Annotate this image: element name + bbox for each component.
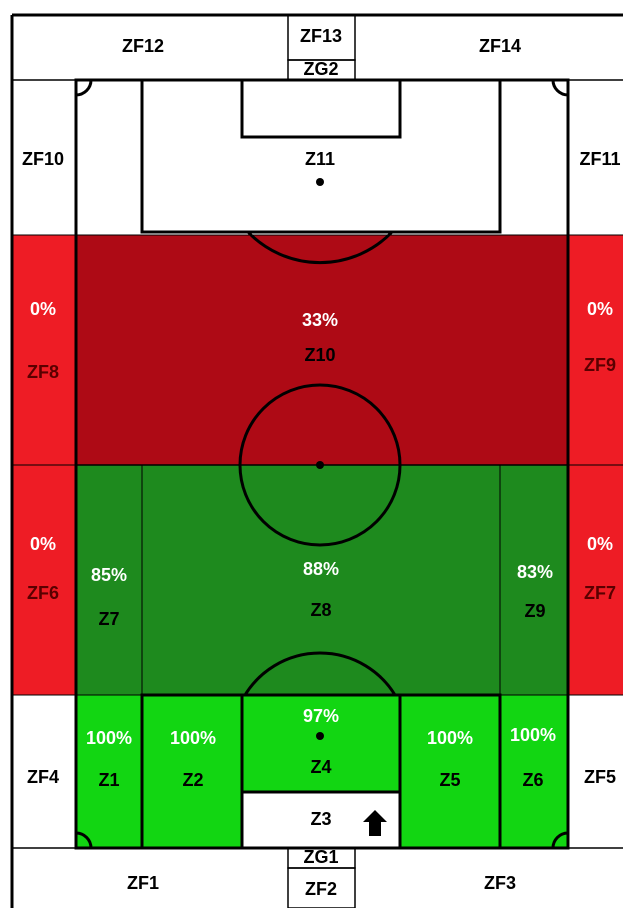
zone-label: Z4 [310,757,331,777]
zone-label: ZF2 [305,879,337,899]
zone-label: Z10 [304,345,335,365]
zone-percent: 0% [587,534,613,554]
zone-label: ZF14 [479,36,521,56]
zone-label: ZF9 [584,355,616,375]
zone-label: Z2 [182,770,203,790]
zone-label: ZF4 [27,767,59,787]
zone-label: ZF8 [27,362,59,382]
zone-label: Z8 [310,600,331,620]
zone-percent: 83% [517,562,553,582]
zone-label: ZG1 [303,847,338,867]
zone-label: ZF3 [484,873,516,893]
zone-percent: 0% [30,534,56,554]
zone-percent: 100% [86,728,132,748]
zone-label: ZF13 [300,26,342,46]
layout [10,13,623,908]
zone-percent: 100% [170,728,216,748]
zone-label: ZF1 [127,873,159,893]
zone-label: ZG2 [303,59,338,79]
zone-label: Z9 [524,601,545,621]
zone-label: ZF12 [122,36,164,56]
zone-label: ZF11 [579,149,620,169]
zone-percent: 88% [303,559,339,579]
zone-label: ZF10 [22,149,64,169]
zone-label: ZF5 [584,767,616,787]
zone-label: ZF6 [27,583,59,603]
zone-percent: 100% [510,725,556,745]
zone-label: Z6 [522,770,543,790]
zone-label: Z1 [98,770,119,790]
zone-percent: 85% [91,565,127,585]
zone-percent: 100% [427,728,473,748]
zone-percent: 0% [587,299,613,319]
zone-percent: 0% [30,299,56,319]
zone-label: Z11 [305,149,335,169]
zone-percent: 33% [302,310,338,330]
zone-label: Z5 [439,770,460,790]
zone-percent: 97% [303,706,339,726]
zone-label: Z3 [310,809,331,829]
zone-label: Z7 [98,609,119,629]
zone-label: ZF7 [584,583,616,603]
